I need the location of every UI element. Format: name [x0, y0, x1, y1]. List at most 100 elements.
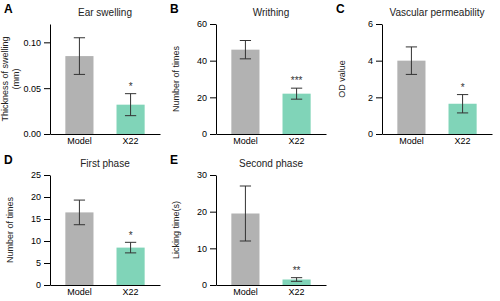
marks: [231, 186, 310, 285]
y-tick-label: 10: [197, 244, 207, 254]
error-bar-line: [462, 95, 463, 113]
y-axis-label: Licking time(s): [171, 201, 181, 259]
axis-line: [217, 134, 327, 135]
error-bar-line: [74, 224, 85, 225]
tick-mark: [210, 134, 216, 135]
y-axis: 0 20 40 60: [197, 19, 217, 139]
figure: * 0.00 0.05 0.10 Model X22 Ear swelling Thickne…: [0, 0, 500, 301]
y-tick-label: 6: [368, 19, 373, 29]
y-tick-label: 5: [36, 258, 41, 268]
y-tick-label: 0: [202, 129, 207, 139]
error-bar-line: [125, 242, 136, 243]
y-tick: 0: [202, 129, 216, 139]
y-axis-label-line: (mm): [11, 69, 21, 90]
panel-label: E: [170, 153, 178, 167]
y-tick: 0: [202, 280, 216, 290]
panel-label: D: [4, 153, 13, 167]
y-axis-label-line: OD value: [337, 60, 347, 98]
y-tick-label: 30: [197, 170, 207, 180]
tick-mark: [210, 285, 216, 286]
error-bar-line: [74, 200, 85, 201]
y-tick-label: 20: [197, 93, 207, 103]
y-tick: 20: [197, 93, 216, 103]
x-tick-label: X22: [123, 287, 139, 297]
x-tick: X22: [289, 134, 305, 146]
y-tick: 6: [368, 19, 382, 29]
x-tick-label: Model: [399, 136, 424, 146]
tick-mark: [210, 248, 216, 249]
error-bar-line: [457, 94, 468, 95]
x-tick-label: X22: [455, 136, 471, 146]
error-bar-line: [130, 242, 131, 253]
error-bar: [74, 200, 85, 225]
title: Vascular permeability: [390, 7, 485, 18]
y-tick: 40: [197, 56, 216, 66]
y-tick-label: 20: [31, 192, 41, 202]
y-tick: 5: [36, 258, 50, 268]
axis-line: [383, 134, 493, 135]
y-tick: 60: [197, 19, 216, 29]
y-tick-label: 4: [368, 56, 373, 66]
plot: **0102030ModelX22Second phase: [197, 158, 327, 297]
plot: *0.000.050.10ModelX22Ear swelling: [23, 7, 160, 146]
error-bar: [240, 41, 251, 59]
axis-line: [50, 25, 51, 135]
bar: [231, 50, 259, 134]
panel: **0102030ModelX22Second phaseLicking tim…: [170, 153, 327, 297]
error-bar-line: [240, 186, 251, 187]
error-bar-line: [245, 186, 246, 241]
y-tick: 0: [368, 129, 382, 139]
tick-mark: [210, 97, 216, 98]
y-axis: 0.00 0.05 0.10: [23, 25, 50, 140]
y-axis-label: Thickness of swelling(mm): [0, 36, 21, 121]
plot: * 0 2 4 6 Model X22 Vascular permeability: [368, 7, 493, 146]
error-bar-line: [245, 41, 246, 59]
error-bar-line: [406, 74, 417, 75]
y-tick-label: 0.00: [23, 129, 41, 139]
y-tick-label: 40: [197, 56, 207, 66]
x-axis: Model X22: [217, 134, 327, 146]
panel: *0510152025ModelX22First phaseNumber of …: [4, 153, 161, 297]
error-bar-line: [74, 37, 85, 38]
x-tick-label: X22: [289, 287, 305, 297]
y-tick-label: 0.05: [23, 84, 41, 94]
panel: ***0204060ModelX22WrithingNumber of time…: [170, 2, 327, 146]
axis-line: [51, 134, 161, 135]
error-bar-line: [296, 88, 297, 99]
significance: *: [461, 82, 465, 93]
error-bar-line: [125, 252, 136, 253]
tick-mark: [44, 285, 50, 286]
y-tick-label: 25: [31, 170, 41, 180]
y-tick: 30: [197, 170, 216, 180]
y-tick-label: 15: [31, 214, 41, 224]
x-tick-label: Model: [67, 136, 92, 146]
error-bar-line: [130, 94, 131, 116]
error-bar-line: [125, 115, 136, 116]
panel-label: C: [336, 2, 345, 16]
y-tick: 20: [197, 207, 216, 217]
y-tick-label: 10: [31, 236, 41, 246]
axis-line: [217, 285, 327, 286]
significance: *: [129, 230, 133, 241]
title: Ear swelling: [78, 7, 132, 18]
x-tick-label: Model: [233, 136, 258, 146]
error-bar-line: [240, 241, 251, 242]
plot: *0510152025ModelX22First phase: [31, 158, 161, 297]
x-tick: Model: [67, 134, 92, 146]
error-bar-line: [240, 58, 251, 59]
significance: *: [129, 81, 133, 92]
y-axis-label-line: Licking time(s): [171, 201, 181, 259]
y-axis-label: OD value: [337, 60, 347, 98]
y-tick: 10: [197, 244, 216, 254]
significance: ***: [291, 75, 303, 86]
error-bar-line: [291, 88, 302, 89]
axis-line: [216, 176, 217, 286]
y-tick: 2: [368, 93, 382, 103]
y-tick: 0.10: [23, 38, 50, 48]
title: First phase: [80, 158, 130, 169]
plot: ***0204060ModelX22Writhing: [197, 7, 327, 146]
y-axis-label-line: Number of times: [171, 45, 181, 112]
tick-mark: [44, 175, 50, 176]
y-axis: 0 10 20 30: [197, 170, 217, 290]
tick-mark: [376, 134, 382, 135]
